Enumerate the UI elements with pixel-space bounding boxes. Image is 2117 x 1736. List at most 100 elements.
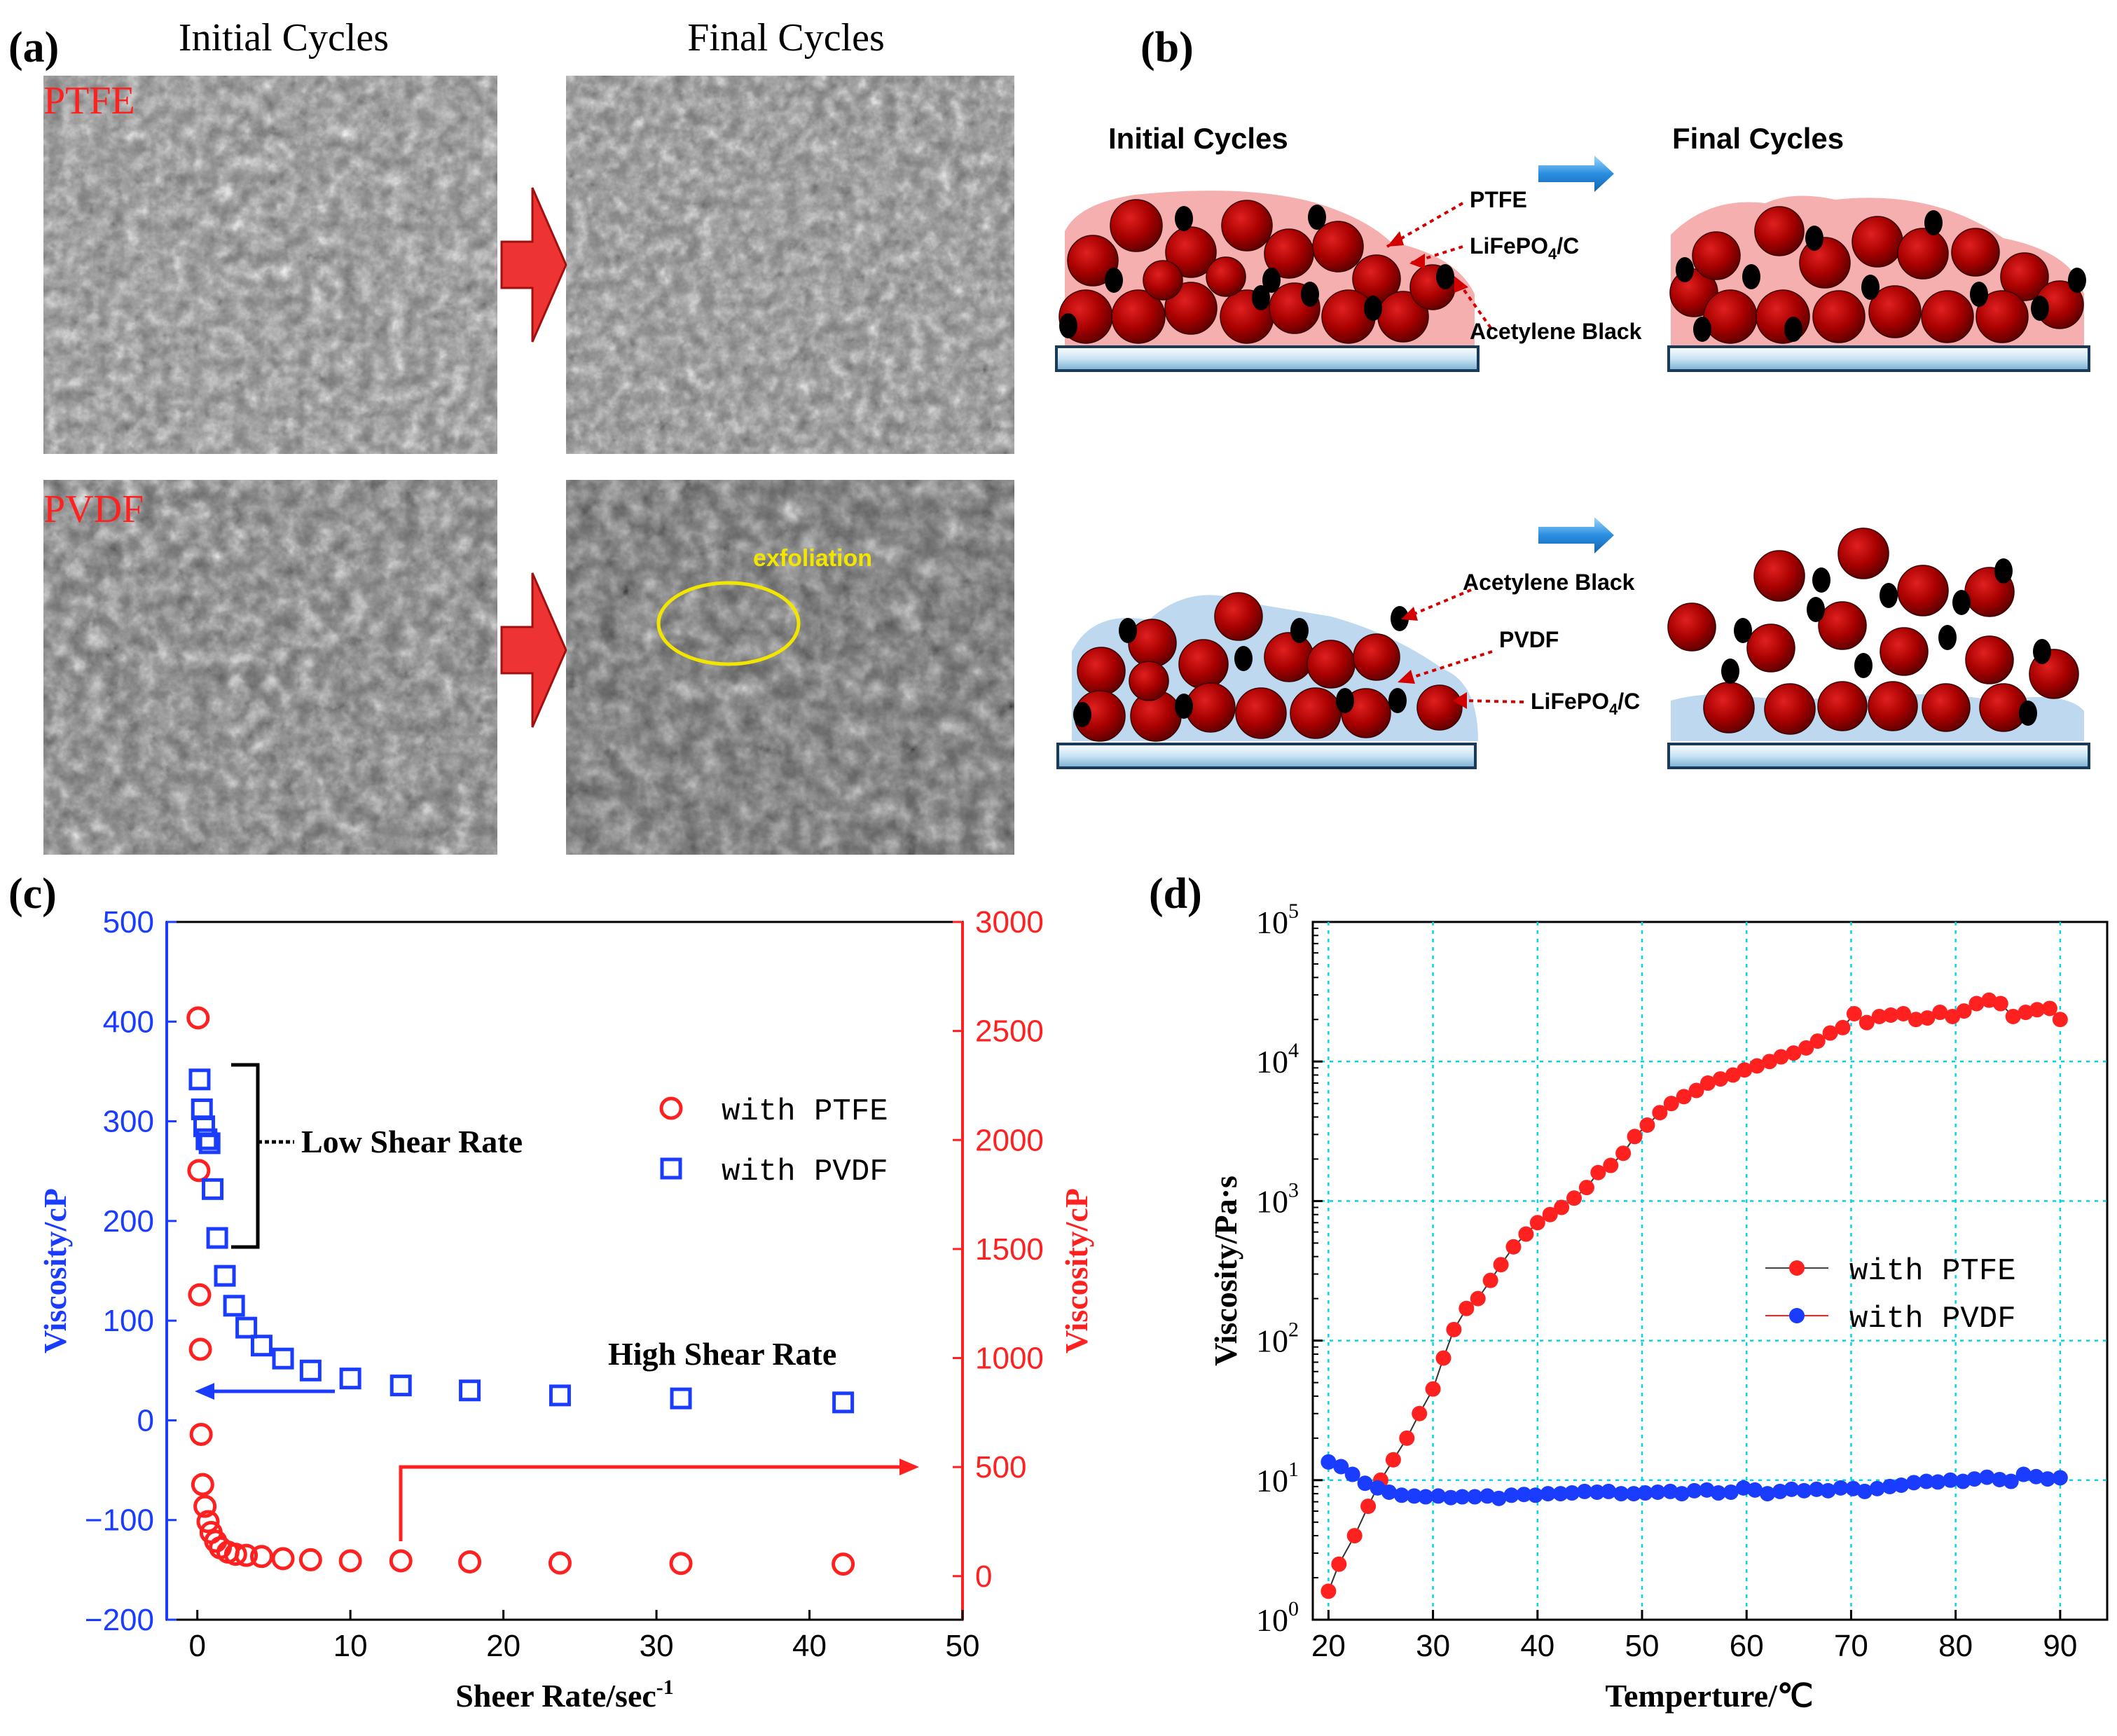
chart-c-point-ptfe	[458, 1550, 482, 1574]
chart-d-point-pvdf	[1662, 1483, 1678, 1499]
annotation-low-shear: Low Shear Rate	[301, 1124, 523, 1159]
chart-c-ytick-left-label: −100	[85, 1503, 154, 1538]
chart-d-point-ptfe	[1399, 1430, 1415, 1446]
acetylene-black-particle	[1721, 659, 1739, 684]
chart-c-point-ptfe	[188, 1283, 212, 1307]
chart-d-point-pvdf	[1784, 1481, 1800, 1497]
acetylene-black-particle	[1308, 205, 1326, 230]
sem-texture-ptfe-initial	[43, 76, 497, 454]
chart-d-point-ptfe	[1412, 1405, 1428, 1421]
chart-d-xlabel: Temperture/℃	[1606, 1678, 1814, 1714]
annotations-pvdf: Acetylene Black PVDF LiFePO4/C	[1398, 570, 1640, 718]
chart-c-point-pvdf	[832, 1391, 855, 1414]
chart-c-ytick-left-label: 200	[103, 1204, 154, 1239]
chart-d-point-pvdf	[1809, 1481, 1825, 1497]
chart-c-point-pvdf	[389, 1375, 412, 1397]
chart-d-point-ptfe	[1331, 1556, 1347, 1572]
chart-d-point-ptfe	[1470, 1290, 1486, 1307]
chart-d-ytick-label: 101	[1256, 1458, 1299, 1499]
chart-d-point-pvdf	[1955, 1473, 1971, 1489]
chart-c-ytick-left-label: 400	[103, 1005, 154, 1039]
lfp-particle	[1110, 199, 1163, 252]
acetylene-black-particle	[1301, 282, 1319, 307]
chart-d-xtick-label: 60	[1730, 1629, 1764, 1663]
chart-d-point-ptfe	[1360, 1499, 1377, 1515]
chart-d-point-ptfe	[1493, 1257, 1509, 1273]
legend-marker-ptfe	[659, 1096, 683, 1120]
chart-d-ytick-label: 103	[1256, 1178, 1299, 1219]
chart-d-point-ptfe	[1603, 1157, 1619, 1173]
chart-c-ytick-left-label: 0	[137, 1403, 154, 1438]
chart-c-point-pvdf	[459, 1379, 481, 1402]
chart-d-point-pvdf	[1344, 1466, 1360, 1482]
chart-c-point-ptfe	[249, 1545, 273, 1569]
chart-d-point-ptfe	[1712, 1071, 1728, 1087]
chart-c-point-ptfe	[548, 1551, 572, 1575]
transition-arrow-pvdf	[500, 572, 567, 728]
chart-c-xtick-label: 50	[946, 1629, 980, 1663]
chart-c-frame	[165, 921, 964, 1621]
lfp-particle	[1703, 682, 1755, 733]
annotation-lfp-top: LiFePO4/C	[1470, 233, 1579, 263]
panel-a-label: (a)	[8, 24, 59, 71]
acetylene-black-particle	[1105, 268, 1123, 293]
arrow-to-left-axis-head	[195, 1383, 214, 1400]
lfp-particle	[1306, 640, 1356, 689]
chart-d-point-pvdf	[2003, 1473, 2019, 1489]
lfp-particle	[1111, 289, 1166, 344]
chart-c-ytick-right-label: 3000	[975, 905, 1044, 939]
sem-label-ptfe: PTFE	[43, 79, 135, 123]
chart-d-legend-pvdf: with PVDF	[1849, 1302, 2016, 1337]
chart-c-xtick-label: 30	[640, 1629, 674, 1663]
chart-d-point-ptfe	[2018, 1005, 2034, 1021]
chart-d-point-pvdf	[1918, 1473, 1934, 1489]
acetylene-black-particle	[1805, 226, 1823, 251]
chart-d-point-pvdf	[1943, 1472, 1959, 1488]
chart-c-point-ptfe	[189, 1422, 213, 1446]
acetylene-black-particle	[1234, 646, 1253, 671]
chart-c-point-ptfe	[832, 1552, 855, 1576]
chart-d-point-ptfe	[1846, 1005, 1862, 1021]
lfp-particle	[1965, 635, 2014, 684]
chart-d-point-pvdf	[1856, 1483, 1873, 1499]
sem-texture-pvdf-final	[566, 480, 1014, 855]
chart-d-point-ptfe	[1446, 1321, 1462, 1337]
lfp-particle	[1235, 687, 1287, 739]
lfp-particle	[1165, 226, 1217, 278]
chart-c-point-pvdf	[188, 1068, 211, 1091]
lfp-particle	[1897, 565, 1949, 616]
lfp-particle	[1897, 228, 1949, 280]
chart-d-point-ptfe	[1883, 1007, 1899, 1023]
chart-c-ylabel-right: Viscosity/cP	[1058, 1188, 1094, 1353]
chart-d-point-pvdf	[1320, 1454, 1337, 1470]
chart-c-legend-pvdf: with PVDF	[722, 1155, 888, 1190]
chart-d-point-pvdf	[1626, 1486, 1642, 1502]
sem-texture-pvdf-initial	[43, 480, 497, 855]
lfp-particle	[1185, 682, 1236, 733]
chart-d-point-ptfe	[1688, 1082, 1704, 1098]
chart-d-point-pvdf	[1735, 1480, 1751, 1496]
acetylene-black-particle	[1970, 282, 1988, 307]
chart-c-ytick-left-label: 500	[103, 905, 154, 939]
chart-c-point-ptfe	[191, 1473, 214, 1496]
chart-d-point-pvdf	[1637, 1485, 1653, 1501]
lfp-particle	[1067, 235, 1119, 287]
sem-texture-ptfe-final	[566, 76, 1014, 454]
panel-a: (a) Initial Cycles Final Cycles PTFE PVD…	[8, 16, 1014, 855]
chart-d-point-ptfe	[1919, 1010, 1936, 1026]
chart-c-point-ptfe	[193, 1494, 217, 1518]
chart-c-point-ptfe	[298, 1548, 322, 1571]
acetylene-black-particle	[1290, 618, 1309, 643]
lfp-particle	[1264, 632, 1314, 682]
chart-d-point-pvdf	[1357, 1475, 1373, 1492]
lfp-particle	[1818, 601, 1867, 650]
chart-d-point-ptfe	[1773, 1049, 1789, 1065]
chart-c-ytick-right-label: 2000	[975, 1123, 1044, 1157]
legend-marker-d-ptfe	[1789, 1260, 1805, 1276]
chart-d-point-pvdf	[1381, 1484, 1397, 1500]
chart-d-point-ptfe	[1700, 1075, 1716, 1091]
chart-d-point-ptfe	[1956, 1003, 1972, 1019]
chart-d-ytick-label: 105	[1256, 900, 1299, 940]
lfp-particle	[1756, 289, 1810, 344]
lfp-particle	[1667, 602, 1716, 652]
